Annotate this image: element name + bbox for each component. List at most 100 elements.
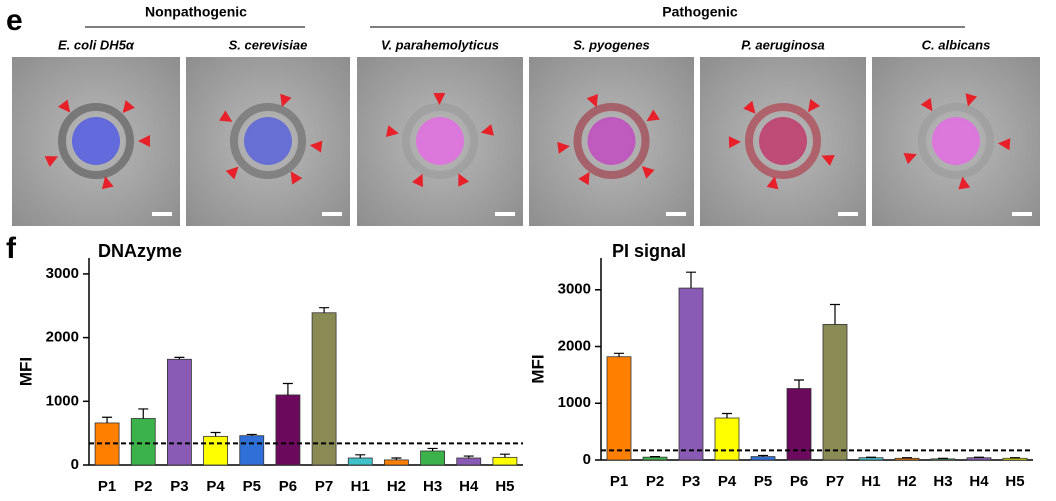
panel-title: S. pyogenes bbox=[573, 37, 650, 52]
bar bbox=[275, 394, 301, 466]
x-tick-label: H2 bbox=[897, 473, 916, 490]
scale-bar bbox=[838, 212, 858, 216]
arrowhead bbox=[138, 135, 150, 147]
x-tick-label: P4 bbox=[206, 478, 225, 495]
x-tick-label: H3 bbox=[933, 473, 952, 490]
error-bar bbox=[1010, 457, 1020, 459]
cell-halo bbox=[573, 103, 650, 179]
cell bbox=[244, 117, 292, 165]
x-tick-label: P5 bbox=[754, 473, 772, 490]
arrowhead bbox=[646, 109, 660, 122]
x-tick-label: P1 bbox=[610, 473, 628, 490]
error-bar bbox=[355, 454, 366, 458]
bar bbox=[420, 450, 445, 466]
bar bbox=[930, 458, 956, 461]
x-tick-label: H5 bbox=[495, 478, 514, 495]
y-tick-label: 0 bbox=[583, 451, 591, 468]
x-tick-label: H4 bbox=[969, 473, 989, 490]
arrowhead bbox=[578, 171, 590, 186]
bar bbox=[642, 456, 668, 461]
x-tick-label: P1 bbox=[98, 478, 116, 495]
scale-bar bbox=[495, 212, 515, 216]
cell-halo bbox=[230, 103, 306, 179]
error-bar bbox=[758, 454, 768, 457]
x-tick-label: P5 bbox=[243, 478, 261, 495]
arrowhead bbox=[808, 98, 820, 113]
cell-halo bbox=[918, 103, 994, 179]
y-tick-label: 3000 bbox=[46, 265, 79, 282]
error-bar bbox=[938, 457, 948, 459]
arrowhead bbox=[280, 93, 292, 108]
x-tick-label: P4 bbox=[718, 473, 737, 490]
arrowhead bbox=[903, 152, 917, 165]
arrowhead bbox=[821, 154, 835, 166]
y-tick-label: 1000 bbox=[46, 392, 79, 409]
x-tick-label: H1 bbox=[861, 473, 880, 490]
arrowhead bbox=[586, 93, 598, 108]
x-tick-label: H3 bbox=[423, 478, 442, 495]
x-tick-label: P3 bbox=[682, 473, 700, 490]
group-header: Nonpathogenic bbox=[145, 4, 247, 20]
x-tick-label: P2 bbox=[646, 473, 664, 490]
cell-halo bbox=[402, 103, 478, 179]
arrowhead bbox=[412, 173, 423, 188]
y-tick-label: 1000 bbox=[558, 394, 591, 411]
error-bar bbox=[650, 455, 660, 458]
arrowhead bbox=[44, 156, 59, 167]
bar bbox=[492, 456, 518, 466]
x-tick-label: P6 bbox=[790, 473, 808, 490]
arrowhead bbox=[433, 92, 446, 106]
arrowhead bbox=[766, 176, 779, 190]
cell bbox=[72, 117, 120, 165]
arrowhead bbox=[997, 138, 1011, 151]
cell bbox=[587, 117, 636, 165]
bar bbox=[311, 312, 337, 466]
arrowhead bbox=[58, 99, 71, 113]
error-bar bbox=[499, 453, 510, 458]
bar bbox=[786, 388, 812, 461]
arrowhead bbox=[290, 171, 303, 185]
arrowhead bbox=[958, 176, 971, 190]
bar bbox=[1002, 457, 1028, 461]
error-bar bbox=[866, 456, 876, 458]
error-bar bbox=[902, 457, 912, 459]
bar bbox=[894, 457, 920, 461]
scale-bar bbox=[1012, 212, 1032, 216]
bar bbox=[203, 435, 228, 466]
group-header: Pathogenic bbox=[662, 4, 738, 20]
error-bar bbox=[174, 356, 185, 360]
x-tick-label: H1 bbox=[351, 478, 370, 495]
error-bar bbox=[614, 352, 624, 357]
y-tick-label: 2000 bbox=[558, 337, 591, 354]
scale-bar bbox=[152, 212, 172, 216]
x-tick-label: P7 bbox=[826, 473, 844, 490]
y-axis-label: MFI bbox=[528, 354, 547, 383]
panel-title: S. cerevisiae bbox=[229, 37, 308, 52]
panel-title: E. coli DH5α bbox=[58, 37, 135, 52]
y-tick-label: 3000 bbox=[558, 281, 591, 298]
bar bbox=[714, 417, 740, 461]
panel-title: V. parahemolyticus bbox=[381, 37, 499, 52]
arrowhead bbox=[101, 176, 114, 190]
bar bbox=[858, 457, 884, 461]
x-tick-label: H4 bbox=[459, 478, 479, 495]
error-bar bbox=[463, 455, 474, 458]
x-tick-label: P7 bbox=[315, 478, 333, 495]
bar bbox=[347, 457, 373, 466]
error-bar bbox=[722, 412, 732, 419]
arrowhead bbox=[641, 165, 655, 179]
bar bbox=[130, 418, 156, 466]
cell-halo bbox=[745, 103, 821, 179]
x-tick-label: P2 bbox=[134, 478, 152, 495]
panel-title: C. albicans bbox=[922, 37, 991, 52]
arrowhead bbox=[965, 93, 978, 107]
arrowhead bbox=[728, 136, 742, 149]
panel-label: e bbox=[6, 4, 23, 37]
arrowhead bbox=[743, 100, 756, 114]
bar bbox=[678, 287, 704, 461]
bar bbox=[239, 435, 265, 466]
cell-halo bbox=[58, 103, 134, 179]
bar bbox=[750, 456, 776, 461]
bar bbox=[456, 457, 482, 466]
bar bbox=[966, 457, 992, 461]
